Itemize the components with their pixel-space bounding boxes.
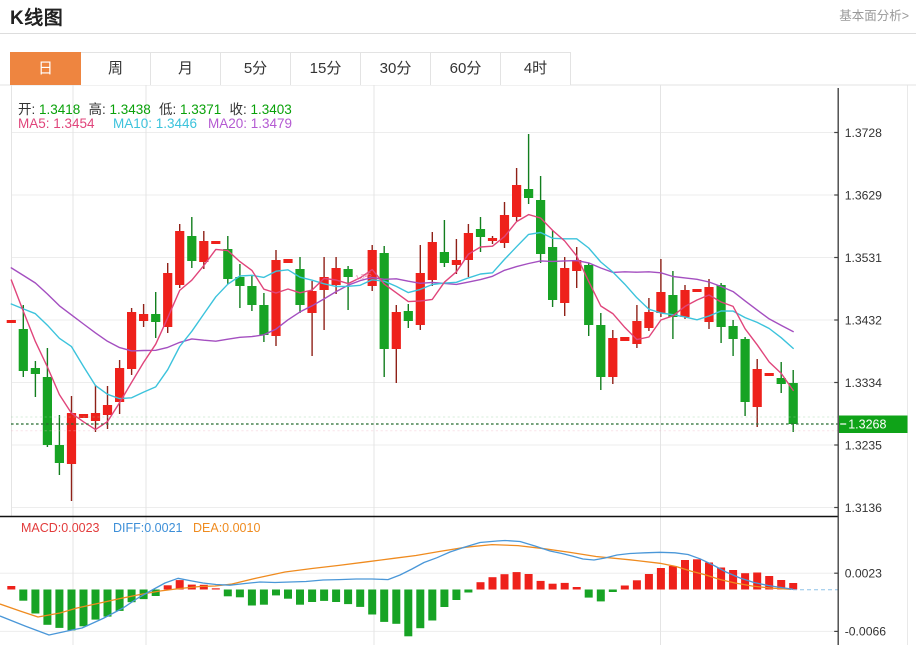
svg-text:1.3629: 1.3629	[845, 188, 882, 202]
svg-text:1.3334: 1.3334	[845, 376, 882, 390]
svg-text:1.3531: 1.3531	[845, 251, 882, 265]
svg-text:1.3136: 1.3136	[845, 501, 882, 515]
svg-text:-0.0066: -0.0066	[845, 625, 887, 639]
svg-text:1.3235: 1.3235	[845, 438, 882, 452]
svg-text:1.3268: 1.3268	[848, 418, 886, 432]
svg-text:0.0023: 0.0023	[845, 567, 882, 581]
svg-text:1.3432: 1.3432	[845, 313, 882, 327]
svg-text:1.3728: 1.3728	[845, 126, 882, 140]
svg-text:1.345: 1.345	[355, 272, 373, 282]
